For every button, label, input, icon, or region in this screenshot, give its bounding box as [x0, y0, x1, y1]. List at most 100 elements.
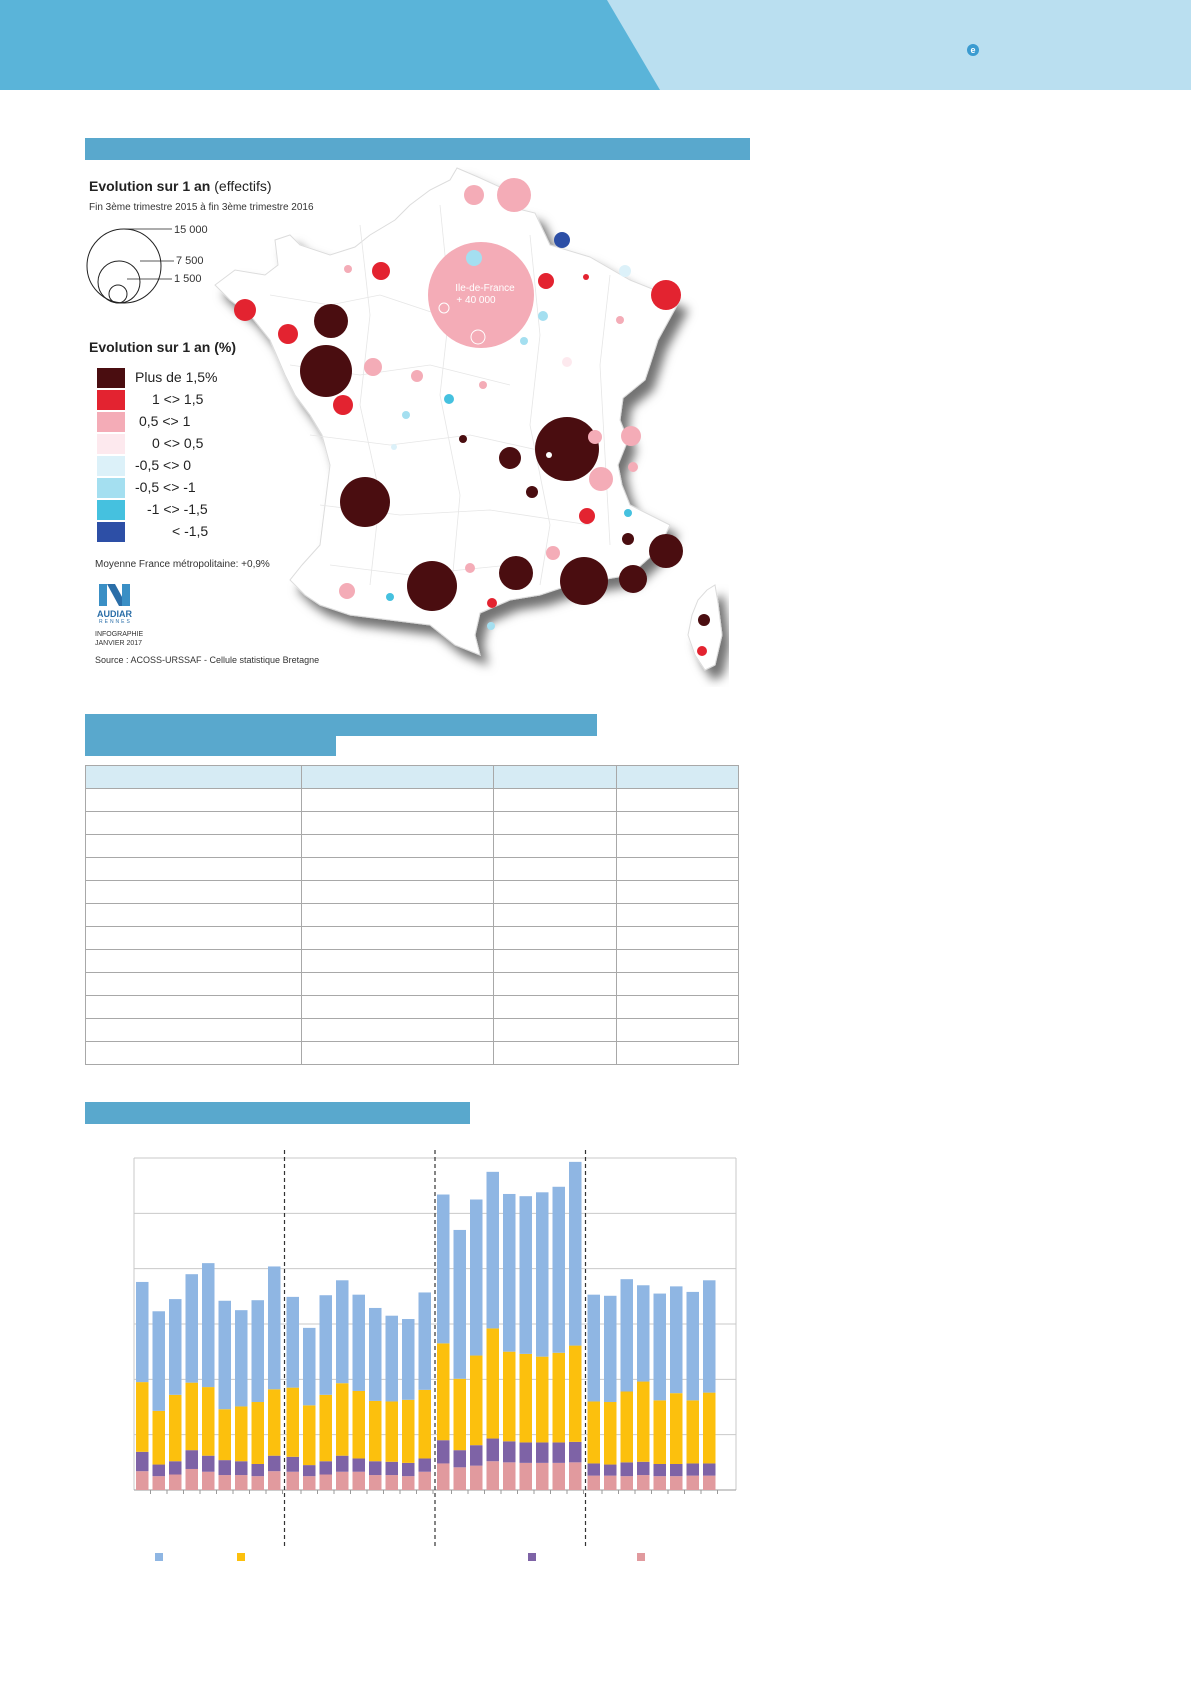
- bar-segment-series-1: [235, 1475, 248, 1490]
- bubble: [619, 565, 647, 593]
- bubble: [464, 185, 484, 205]
- bar-segment-series-1: [185, 1468, 198, 1490]
- color-legend-swatch: [97, 434, 125, 454]
- table-cell: [615, 834, 740, 858]
- bar-segment-series-3: [251, 1402, 264, 1464]
- bubble: [438, 302, 450, 314]
- table-header-cell: [85, 765, 302, 789]
- bar-segment-series-2: [185, 1450, 198, 1469]
- bubble: [649, 534, 683, 568]
- average-note: Moyenne France métropolitaine: +0,9%: [95, 559, 270, 570]
- bar-segment-series-2: [653, 1463, 666, 1477]
- bar-segment-series-4: [437, 1194, 450, 1344]
- bar-segment-series-3: [152, 1410, 165, 1465]
- audiar-logo: [99, 584, 130, 606]
- table-header-row: [85, 765, 740, 789]
- color-legend-row: 0,5 <> 1: [97, 412, 297, 432]
- bar-segment-series-2: [268, 1455, 281, 1472]
- bubble: [698, 614, 710, 626]
- bar-segment-series-3: [352, 1390, 365, 1459]
- bar-segment-series-3: [402, 1399, 415, 1463]
- bar-segment-series-3: [620, 1391, 633, 1463]
- table-cell: [300, 857, 495, 881]
- table-cell: [615, 903, 740, 927]
- table-row: [85, 972, 740, 996]
- color-legend-title: Evolution sur 1 an (%): [89, 339, 237, 355]
- bubble: [554, 232, 570, 248]
- bar-segment-series-4: [352, 1294, 365, 1391]
- credit-line-2: JANVIER 2017: [95, 640, 143, 647]
- bar-segment-series-3: [418, 1389, 431, 1459]
- bar-segment-series-4: [418, 1292, 431, 1390]
- bar-segment-series-2: [519, 1442, 532, 1463]
- bubble: [562, 357, 572, 367]
- bar-segment-series-3: [218, 1409, 231, 1461]
- size-legend-title-bold: Evolution sur 1 an: [89, 178, 211, 194]
- table-cell: [493, 788, 617, 812]
- map-callout-line1: Ile-de-France: [455, 283, 515, 294]
- bubble: [619, 265, 631, 277]
- table-cell: [493, 1041, 617, 1065]
- bar-segment-series-1: [486, 1461, 499, 1490]
- table-cell: [300, 903, 495, 927]
- color-legend-row: < -1,5: [97, 522, 297, 542]
- bar-segment-series-3: [637, 1381, 650, 1462]
- audiar-logo-mark-left: [99, 584, 107, 606]
- table-cell: [493, 972, 617, 996]
- bar-segment-series-1: [169, 1474, 182, 1490]
- size-circle-large: [86, 228, 162, 304]
- bar-segment-series-1: [369, 1475, 382, 1490]
- bubble: [697, 646, 707, 656]
- header-shape-dark: [0, 0, 660, 90]
- bar-segment-series-4: [136, 1281, 149, 1383]
- bubble: [487, 622, 495, 630]
- bar-segment-series-2: [470, 1445, 483, 1466]
- color-legend-label: < -1,5: [172, 523, 209, 539]
- bar-segment-series-1: [604, 1475, 617, 1490]
- bubble: [340, 477, 390, 527]
- legend-key-series-4: [155, 1553, 163, 1561]
- bar-segment-series-1: [402, 1476, 415, 1490]
- bar-segment-series-3: [136, 1382, 149, 1452]
- table-header-cell: [300, 765, 495, 789]
- bar-segment-series-2: [569, 1441, 582, 1463]
- table-cell: [85, 811, 302, 835]
- table-cell: [615, 811, 740, 835]
- table-row: [85, 903, 740, 927]
- table-cell: [300, 926, 495, 950]
- bubble: [278, 324, 298, 344]
- bubbles: [234, 178, 710, 656]
- table-cell: [615, 788, 740, 812]
- size-legend-subtitle: Fin 3ème trimestre 2015 à fin 3ème trime…: [89, 202, 314, 213]
- bubble: [499, 447, 521, 469]
- border-8: [529, 234, 551, 586]
- france-map: Ile-de-France + 40 000: [214, 167, 723, 671]
- bubble: [459, 435, 467, 443]
- table-cell: [615, 949, 740, 973]
- bubble: [621, 426, 641, 446]
- bar-segment-series-1: [336, 1471, 349, 1490]
- bar-segment-series-4: [202, 1263, 215, 1388]
- bar-segment-series-4: [385, 1315, 398, 1402]
- chart-section-title-bar: [85, 1102, 470, 1124]
- bar-segment-series-4: [637, 1285, 650, 1382]
- bar-segment-series-1: [136, 1471, 149, 1490]
- mainland-outline: [214, 167, 681, 656]
- bubble: [579, 508, 595, 524]
- bar-segment-series-2: [453, 1450, 466, 1468]
- bubble: [560, 557, 608, 605]
- color-legend-swatch: [97, 522, 125, 542]
- bubble: [333, 395, 353, 415]
- bar-segment-series-3: [286, 1387, 299, 1457]
- bar-segment-series-3: [369, 1400, 382, 1462]
- table-cell: [85, 926, 302, 950]
- legend-key-series-2: [528, 1553, 536, 1561]
- table-cell: [300, 995, 495, 1019]
- bar-segment-series-1: [286, 1471, 299, 1490]
- bubble: [391, 444, 397, 450]
- bar-segment-series-4: [286, 1296, 299, 1388]
- bar-segment-series-1: [670, 1476, 683, 1490]
- bar-segment-series-4: [503, 1193, 516, 1352]
- table-cell: [85, 1041, 302, 1065]
- table-cell: [85, 972, 302, 996]
